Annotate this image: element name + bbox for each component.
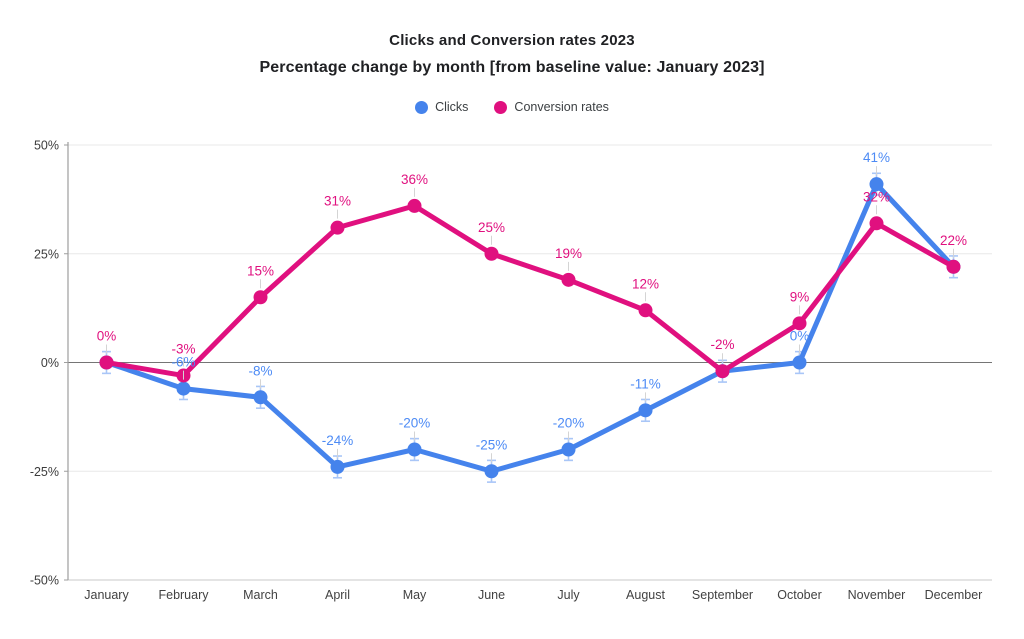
chart-subtitle: Percentage change by month [from baselin… (259, 59, 765, 76)
chart-title: Clicks and Conversion rates 2023 (389, 32, 635, 49)
data-point (253, 390, 268, 405)
data-point (561, 442, 576, 457)
data-point-label: 9% (790, 289, 810, 304)
data-point (330, 459, 345, 474)
plot-area: 50% 25% 0% -25% -50% January February March Apri… (0, 130, 1024, 634)
y-tick-label: 25% (34, 247, 59, 261)
x-tick-label: May (403, 588, 427, 602)
x-tick-label: February (158, 588, 209, 602)
data-point-label: 22% (940, 233, 967, 248)
chart-legend: Clicks Conversion rates (0, 100, 1024, 114)
data-point-label: 0% (97, 329, 117, 344)
data-point-label: -11% (630, 376, 661, 391)
data-point-label: 15% (247, 263, 274, 278)
data-point-label: -20% (399, 416, 431, 431)
x-tick-label: September (692, 588, 753, 602)
x-tick-label: August (626, 588, 665, 602)
legend-item-conversion-rates[interactable]: Conversion rates (494, 100, 609, 114)
data-point-label: -25% (476, 437, 508, 452)
data-point-label: 12% (632, 276, 659, 291)
data-point (946, 259, 961, 274)
data-point (561, 272, 576, 287)
data-point-label: 36% (401, 172, 428, 187)
data-point (869, 216, 884, 231)
data-point (407, 442, 422, 457)
y-tick-label: -50% (30, 574, 59, 588)
data-point-label: -20% (553, 416, 585, 431)
x-tick-label: April (325, 588, 350, 602)
legend-swatch-icon (415, 100, 429, 114)
y-tick-label: 0% (41, 356, 59, 370)
data-point-label: 25% (478, 220, 505, 235)
data-point (330, 220, 345, 235)
data-point-label: -2% (710, 337, 734, 352)
legend-item-clicks[interactable]: Clicks (415, 100, 468, 114)
data-point (638, 403, 653, 418)
data-point-label: 41% (863, 150, 890, 165)
x-tick-label: July (557, 588, 580, 602)
data-point-label: 32% (863, 189, 890, 204)
data-point (176, 381, 191, 396)
series-line-clicks (104, 181, 956, 474)
data-point-label: 19% (555, 246, 582, 261)
data-point-label: -3% (171, 342, 195, 357)
data-point-label: 0% (790, 329, 810, 344)
data-point (715, 364, 730, 379)
y-tick-label: 50% (34, 139, 59, 153)
legend-label: Conversion rates (514, 100, 609, 114)
y-tick-label: -25% (30, 465, 59, 479)
data-point (407, 198, 422, 213)
x-tick-label: December (925, 588, 983, 602)
data-point (792, 355, 807, 370)
x-tick-label: June (478, 588, 505, 602)
legend-swatch-icon (494, 100, 508, 114)
data-point (484, 464, 499, 479)
data-point-label: -24% (322, 433, 354, 448)
data-point-label: 31% (324, 194, 351, 209)
data-point (484, 246, 499, 261)
series-line-conversion-rates (104, 203, 956, 379)
data-point (638, 303, 653, 318)
legend-label: Clicks (435, 100, 469, 114)
data-point (99, 355, 114, 370)
data-point (253, 290, 268, 305)
x-tick-label: November (848, 588, 906, 602)
x-tick-label: October (777, 588, 821, 602)
data-point (869, 177, 884, 192)
x-tick-label: March (243, 588, 278, 602)
line-chart: 50% 25% 0% -25% -50% January February March Apri… (30, 139, 992, 602)
x-tick-label: January (84, 588, 129, 602)
data-point (792, 316, 807, 331)
data-point-label: -8% (248, 363, 272, 378)
